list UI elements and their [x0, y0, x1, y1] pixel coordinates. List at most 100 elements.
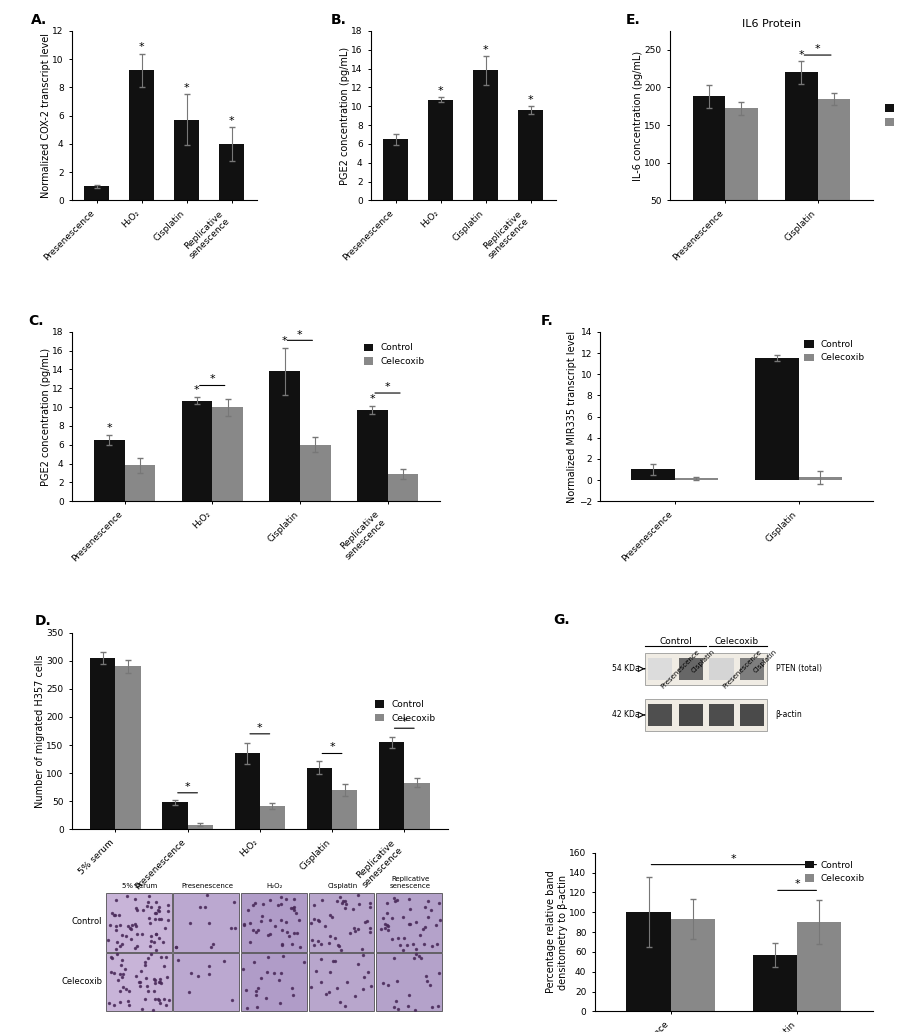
- Bar: [269, 372, 300, 502]
- Point: [431, 998, 446, 1014]
- Point: [240, 1000, 255, 1017]
- Point: [320, 986, 334, 1002]
- Point: [237, 916, 251, 933]
- Point: [396, 941, 410, 958]
- Point: [380, 895, 394, 911]
- Point: [409, 940, 423, 957]
- Point: [133, 963, 148, 979]
- Point: [325, 908, 339, 925]
- Point: [351, 886, 365, 903]
- Point: [261, 927, 275, 943]
- Text: Cisplatin: Cisplatin: [690, 649, 716, 674]
- Point: [241, 902, 256, 918]
- Point: [282, 928, 296, 944]
- Text: C.: C.: [28, 314, 43, 328]
- Legend: Control, Celecoxib: Control, Celecoxib: [801, 336, 868, 366]
- Point: [274, 889, 288, 905]
- Bar: [376, 954, 442, 1011]
- Bar: [404, 782, 429, 830]
- Text: *: *: [210, 375, 215, 384]
- Point: [285, 936, 300, 953]
- Point: [152, 903, 166, 920]
- Point: [114, 952, 129, 968]
- Point: [391, 930, 405, 946]
- Point: [114, 927, 129, 943]
- Bar: [307, 768, 332, 830]
- Point: [132, 973, 147, 990]
- Point: [263, 911, 277, 928]
- Point: [249, 924, 264, 940]
- Bar: [309, 894, 374, 952]
- Point: [225, 992, 239, 1008]
- Bar: [241, 894, 307, 952]
- Point: [263, 892, 277, 908]
- Point: [110, 934, 124, 950]
- Point: [238, 982, 253, 999]
- Point: [147, 971, 161, 988]
- Point: [293, 938, 308, 955]
- Point: [168, 939, 183, 956]
- Point: [140, 898, 154, 914]
- Point: [148, 991, 162, 1007]
- Point: [363, 921, 377, 937]
- Point: [287, 891, 302, 907]
- Point: [313, 974, 328, 991]
- Text: *: *: [329, 742, 335, 752]
- Point: [107, 996, 122, 1012]
- Bar: [679, 657, 703, 680]
- Bar: [648, 657, 672, 680]
- Point: [382, 977, 396, 994]
- Point: [358, 914, 373, 931]
- Point: [403, 900, 418, 916]
- Point: [148, 972, 163, 989]
- Point: [431, 965, 446, 981]
- Point: [408, 1001, 422, 1018]
- Point: [154, 910, 168, 927]
- Point: [140, 894, 155, 910]
- Point: [116, 978, 130, 995]
- Point: [390, 973, 404, 990]
- Point: [109, 923, 123, 939]
- Point: [338, 900, 352, 916]
- Point: [309, 963, 323, 979]
- Point: [123, 922, 138, 938]
- Point: [248, 983, 263, 1000]
- Bar: [797, 923, 842, 1011]
- Point: [279, 891, 293, 907]
- Point: [184, 914, 198, 931]
- Point: [347, 923, 362, 939]
- Bar: [332, 789, 357, 830]
- Bar: [693, 96, 725, 238]
- Point: [356, 981, 371, 998]
- Point: [290, 925, 304, 941]
- Point: [432, 895, 446, 911]
- Bar: [786, 72, 817, 238]
- Point: [322, 928, 337, 944]
- Point: [160, 969, 175, 986]
- Point: [251, 979, 266, 996]
- Point: [381, 918, 395, 935]
- Point: [387, 949, 401, 966]
- Text: Presenescence: Presenescence: [181, 883, 233, 890]
- Text: *: *: [795, 879, 800, 890]
- Point: [148, 941, 163, 958]
- Point: [401, 891, 416, 907]
- Point: [391, 1001, 405, 1018]
- Point: [420, 893, 435, 909]
- Point: [151, 973, 166, 990]
- Point: [330, 893, 345, 909]
- Bar: [220, 143, 244, 200]
- Point: [280, 924, 294, 940]
- Point: [157, 958, 171, 974]
- Text: Presenescence: Presenescence: [660, 649, 701, 689]
- Point: [348, 988, 363, 1004]
- Point: [331, 937, 346, 954]
- Point: [310, 911, 325, 928]
- Point: [112, 938, 127, 955]
- Text: *: *: [401, 717, 407, 728]
- Bar: [174, 894, 239, 952]
- Point: [149, 926, 164, 942]
- Point: [418, 899, 432, 915]
- Point: [318, 917, 332, 934]
- Point: [113, 957, 128, 973]
